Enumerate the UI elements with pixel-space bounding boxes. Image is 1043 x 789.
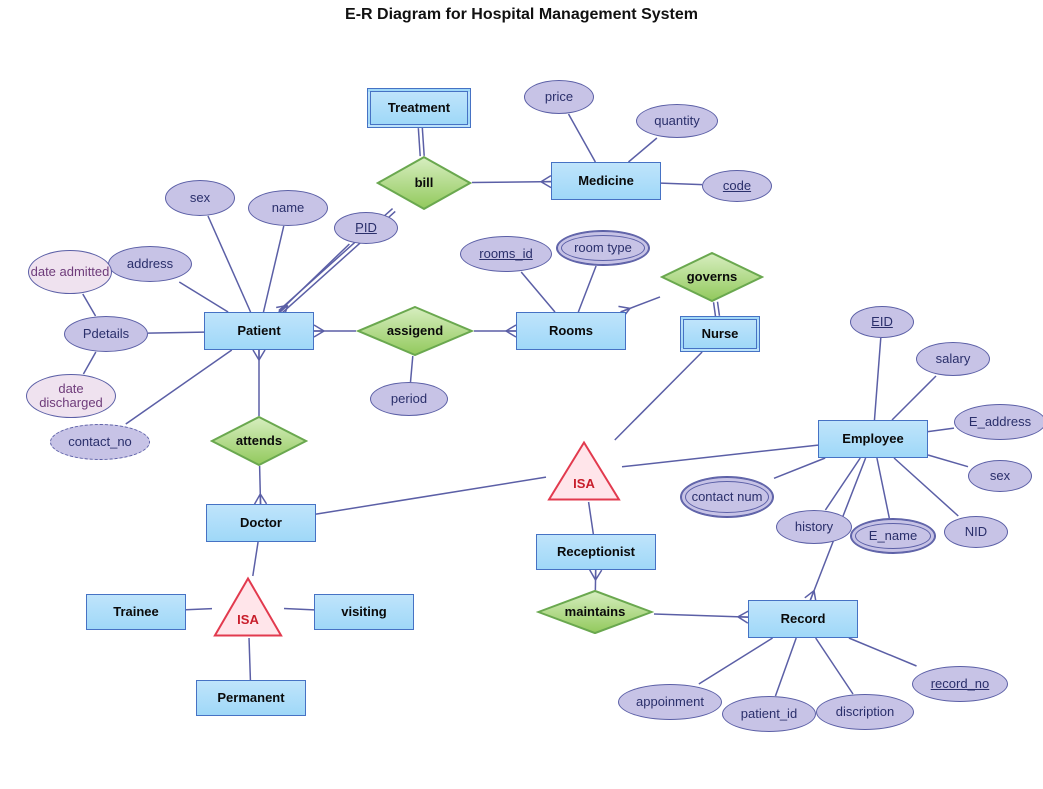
er-diagram-canvas: E-R Diagram for Hospital Management Syst… [0,0,1043,789]
attr-a_discription: discription [816,694,914,730]
rel-r_governs: governs [660,252,764,302]
attr-a_code: code [702,170,772,202]
attr-a_roomsid: rooms_id [460,236,552,272]
attr-a_dateDis: date discharged [26,374,116,418]
attr-a_eid: EID [850,306,914,338]
entity-e_permanent: Permanent [196,680,306,716]
entity-e_employee: Employee [818,420,928,458]
attr-a_address: address [108,246,192,282]
attr-a_dateAdm: date admitted [28,250,112,294]
rel-r_attends: attends [210,416,308,466]
attr-a_appoint: appoinment [618,684,722,720]
attr-a_salary: salary [916,342,990,376]
attr-a_period: period [370,382,448,416]
attr-a_esex: sex [968,460,1032,492]
entity-e_visiting: visiting [314,594,414,630]
rel-r_maintains: maintains [536,590,654,634]
attr-a_sex: sex [165,180,235,216]
entity-e_medicine: Medicine [551,162,661,200]
attr-a_eaddress: E_address [954,404,1043,440]
attr-a_name: name [248,190,328,226]
attr-a_nid: NID [944,516,1008,548]
entity-e_receptionist: Receptionist [536,534,656,570]
entity-e_record: Record [748,600,858,638]
attr-a_contactno: contact_no [50,424,150,460]
rel-r_assigned: assigend [356,306,474,356]
entity-e_rooms: Rooms [516,312,626,350]
entity-e_treatment: Treatment [367,88,471,128]
attr-a_history: history [776,510,852,544]
attr-a_recordno: record_no [912,666,1008,702]
entity-e_trainee: Trainee [86,594,186,630]
attr-a_pid: PID [334,212,398,244]
edges-layer [0,0,1043,789]
attr-a_roomtype: room type [556,230,650,266]
attr-a_ename: E_name [850,518,936,554]
attr-a_contactnum: contact num [680,476,774,518]
isa-i_isaEmp: ISA [546,440,622,502]
attr-a_price: price [524,80,594,114]
entity-e_patient: Patient [204,312,314,350]
entity-e_nurse: Nurse [680,316,760,352]
isa-i_isaDoc: ISA [212,576,284,638]
attr-a_patientid: patient_id [722,696,816,732]
entity-e_doctor: Doctor [206,504,316,542]
attr-a_pdetails: Pdetails [64,316,148,352]
rel-r_bill: bill [376,156,472,210]
attr-a_quantity: quantity [636,104,718,138]
